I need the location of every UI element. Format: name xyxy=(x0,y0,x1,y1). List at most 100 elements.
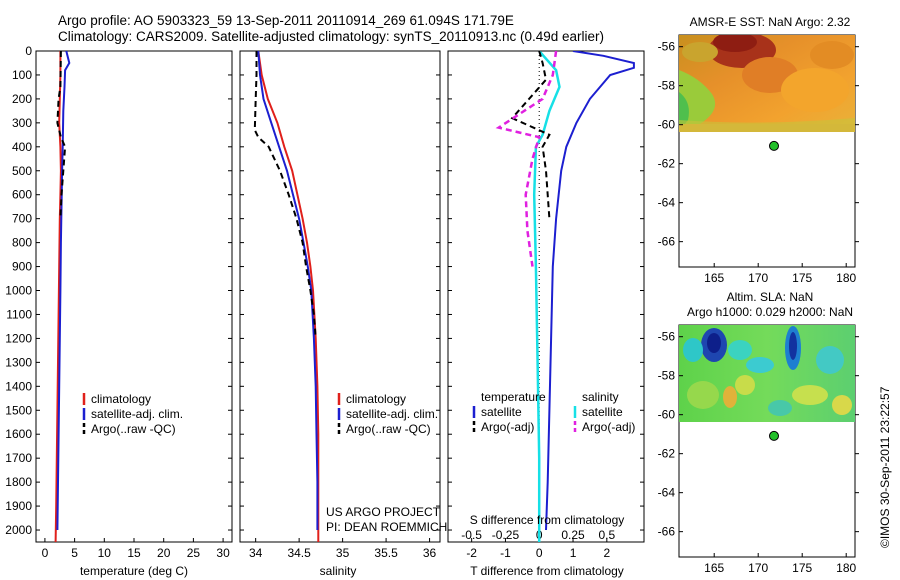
copyright-stamp: ©IMOS 30-Sep-2011 23:22:57 xyxy=(878,386,892,548)
lat-tick-label: -64 xyxy=(658,196,676,210)
legend-label-t-satellite: satellite xyxy=(481,405,522,419)
x-tick-label: 20 xyxy=(157,546,171,560)
header-line-2: Climatology: CARS2009. Satellite-adjuste… xyxy=(58,29,604,44)
sst-field xyxy=(679,35,855,132)
depth-tick-label: 1800 xyxy=(5,475,32,489)
depth-tick-label: 400 xyxy=(12,140,32,154)
x-tick-label: 36 xyxy=(423,546,437,560)
sst-map-lat-axis: -56 -58 -60 -62 -64 -66 xyxy=(658,40,859,249)
depth-tick-label: 900 xyxy=(12,260,32,274)
lat-tick-label: -58 xyxy=(658,79,676,93)
sst-map-panel: AMSR-E SST: NaN Argo: 2.32 -56-58-60-62-… xyxy=(658,15,859,285)
lon-tick-label: 175 xyxy=(792,561,812,575)
salinity-difference-tick-label: -0.25 xyxy=(492,528,520,542)
salinity-satellite-line xyxy=(257,51,319,530)
legend-label-t-argo: Argo(-adj) xyxy=(481,420,534,434)
x-tick-label: 5 xyxy=(71,546,78,560)
salinity-argo-line xyxy=(253,51,317,339)
argo-float-marker xyxy=(769,140,779,151)
temperature-panel: 0100200300400500600700800900100011001200… xyxy=(5,44,233,578)
temperature-difference-satellite-line xyxy=(545,51,635,531)
depth-tick-label: 1400 xyxy=(5,379,32,393)
salinity-axes-frame xyxy=(239,50,441,543)
x-tick-label: 0 xyxy=(536,546,543,560)
temperature-satellite-line xyxy=(56,51,71,531)
depth-tick-label: 1300 xyxy=(5,355,32,369)
depth-tick-label: 800 xyxy=(12,236,32,250)
x-tick-label: -1 xyxy=(500,546,511,560)
lat-tick-label: -66 xyxy=(658,525,676,539)
lon-tick-label: 170 xyxy=(748,561,768,575)
header-line-1: Argo profile: AO 5903323_59 13-Sep-2011 … xyxy=(58,13,514,28)
depth-tick-label: 1200 xyxy=(5,331,32,345)
depth-tick-label: 1000 xyxy=(5,284,32,298)
temperature-difference-argo-line xyxy=(510,51,551,219)
legend-label-satellite: satellite-adj. clim. xyxy=(91,407,183,421)
legend-header-salinity: salinity xyxy=(582,390,619,404)
depth-tick-label: 1100 xyxy=(6,307,32,321)
depth-tick-label: 200 xyxy=(12,92,32,106)
difference-legend: temperature salinity satellite Argo(-adj… xyxy=(472,390,635,434)
lat-tick-label: -60 xyxy=(658,118,676,132)
depth-axis: 0 100 200 300 400 500 600 700 800 900 1000 1100 1200… xyxy=(5,44,232,537)
sla-map-subtitle: Argo h1000: 0.029 h2000: NaN xyxy=(687,305,853,319)
legend-label-s-satellite: satellite xyxy=(582,405,623,419)
t-difference-x-label: T difference from climatology xyxy=(470,564,624,578)
legend-label-climatology: climatology xyxy=(91,392,151,406)
x-tick-label: 0 xyxy=(42,546,49,560)
x-tick-label: -2 xyxy=(466,546,477,560)
temperature-climatology-line xyxy=(54,51,62,542)
lat-tick-label: -60 xyxy=(658,408,676,422)
depth-tick-label: 300 xyxy=(12,116,32,130)
sla-map-title: Altim. SLA: NaN xyxy=(727,290,814,304)
difference-panel: -2 -1 0 1 2 -0.5 -0.25 0 0.25 0.5 T difference f… xyxy=(447,50,645,578)
x-tick-label: 35.5 xyxy=(374,546,398,560)
difference-depth-ticks xyxy=(448,50,644,531)
sst-map-title: AMSR-E SST: NaN Argo: 2.32 xyxy=(690,15,851,29)
x-tick-label: 1 xyxy=(570,546,577,560)
salinity-difference-tick-label: -0.5 xyxy=(461,528,482,542)
lon-tick-label: 180 xyxy=(836,271,856,285)
project-annotation: US ARGO PROJECT xyxy=(326,505,441,519)
legend-label-s-argo: Argo(-adj) xyxy=(582,420,635,434)
depth-tick-label: 1500 xyxy=(5,403,32,417)
temperature-x-axis: 0 5 10 15 20 25 30 xyxy=(42,538,230,560)
depth-tick-label: 0 xyxy=(25,44,32,58)
salinity-panel: 34 34.5 35 35.5 36 salinity climatology sate… xyxy=(239,50,447,578)
depth-tick-label: 500 xyxy=(12,164,32,178)
x-tick-label: 10 xyxy=(98,546,112,560)
lon-tick-label: 180 xyxy=(836,561,856,575)
depth-tick-label: 1600 xyxy=(5,427,32,441)
sla-field xyxy=(679,325,855,422)
x-tick-label: 34 xyxy=(249,546,263,560)
legend-label-argo: Argo(..raw -QC) xyxy=(346,422,431,436)
salinity-climatology-line xyxy=(257,51,320,542)
pi-annotation: PI: DEAN ROEMMICH xyxy=(326,520,447,534)
temperature-axes-frame xyxy=(35,50,233,543)
temperature-legend: climatology satellite-adj. clim. Argo(..… xyxy=(82,392,183,436)
salinity-x-label: salinity xyxy=(320,564,357,578)
depth-tick-label: 1700 xyxy=(5,451,32,465)
difference-axes-frame xyxy=(447,50,645,543)
salinity-difference-argo-line xyxy=(495,51,558,267)
x-tick-label: 30 xyxy=(216,546,230,560)
salinity-difference-tick-label: 0.25 xyxy=(561,528,585,542)
x-tick-label: 15 xyxy=(127,546,141,560)
depth-tick-label: 700 xyxy=(12,212,32,226)
salinity-difference-tick-label: 0.5 xyxy=(598,528,615,542)
argo-float-marker xyxy=(769,430,779,441)
lon-tick-label: 170 xyxy=(748,271,768,285)
salinity-legend: climatology satellite-adj. clim. Argo(..… xyxy=(337,392,438,436)
lon-tick-label: 175 xyxy=(792,271,812,285)
sla-map-panel: Altim. SLA: NaN Argo h1000: 0.029 h2000:… xyxy=(658,290,859,575)
legend-label-satellite: satellite-adj. clim. xyxy=(346,407,438,421)
depth-tick-label: 1900 xyxy=(5,499,32,513)
legend-label-argo: Argo(..raw -QC) xyxy=(91,422,176,436)
depth-tick-label: 2000 xyxy=(5,523,32,537)
s-difference-x-label: S difference from climatology xyxy=(470,513,625,527)
legend-label-climatology: climatology xyxy=(346,392,406,406)
lat-tick-label: -56 xyxy=(658,330,676,344)
x-tick-label: 25 xyxy=(187,546,201,560)
salinity-x-axis: 34 34.5 35 35.5 36 xyxy=(249,538,437,560)
